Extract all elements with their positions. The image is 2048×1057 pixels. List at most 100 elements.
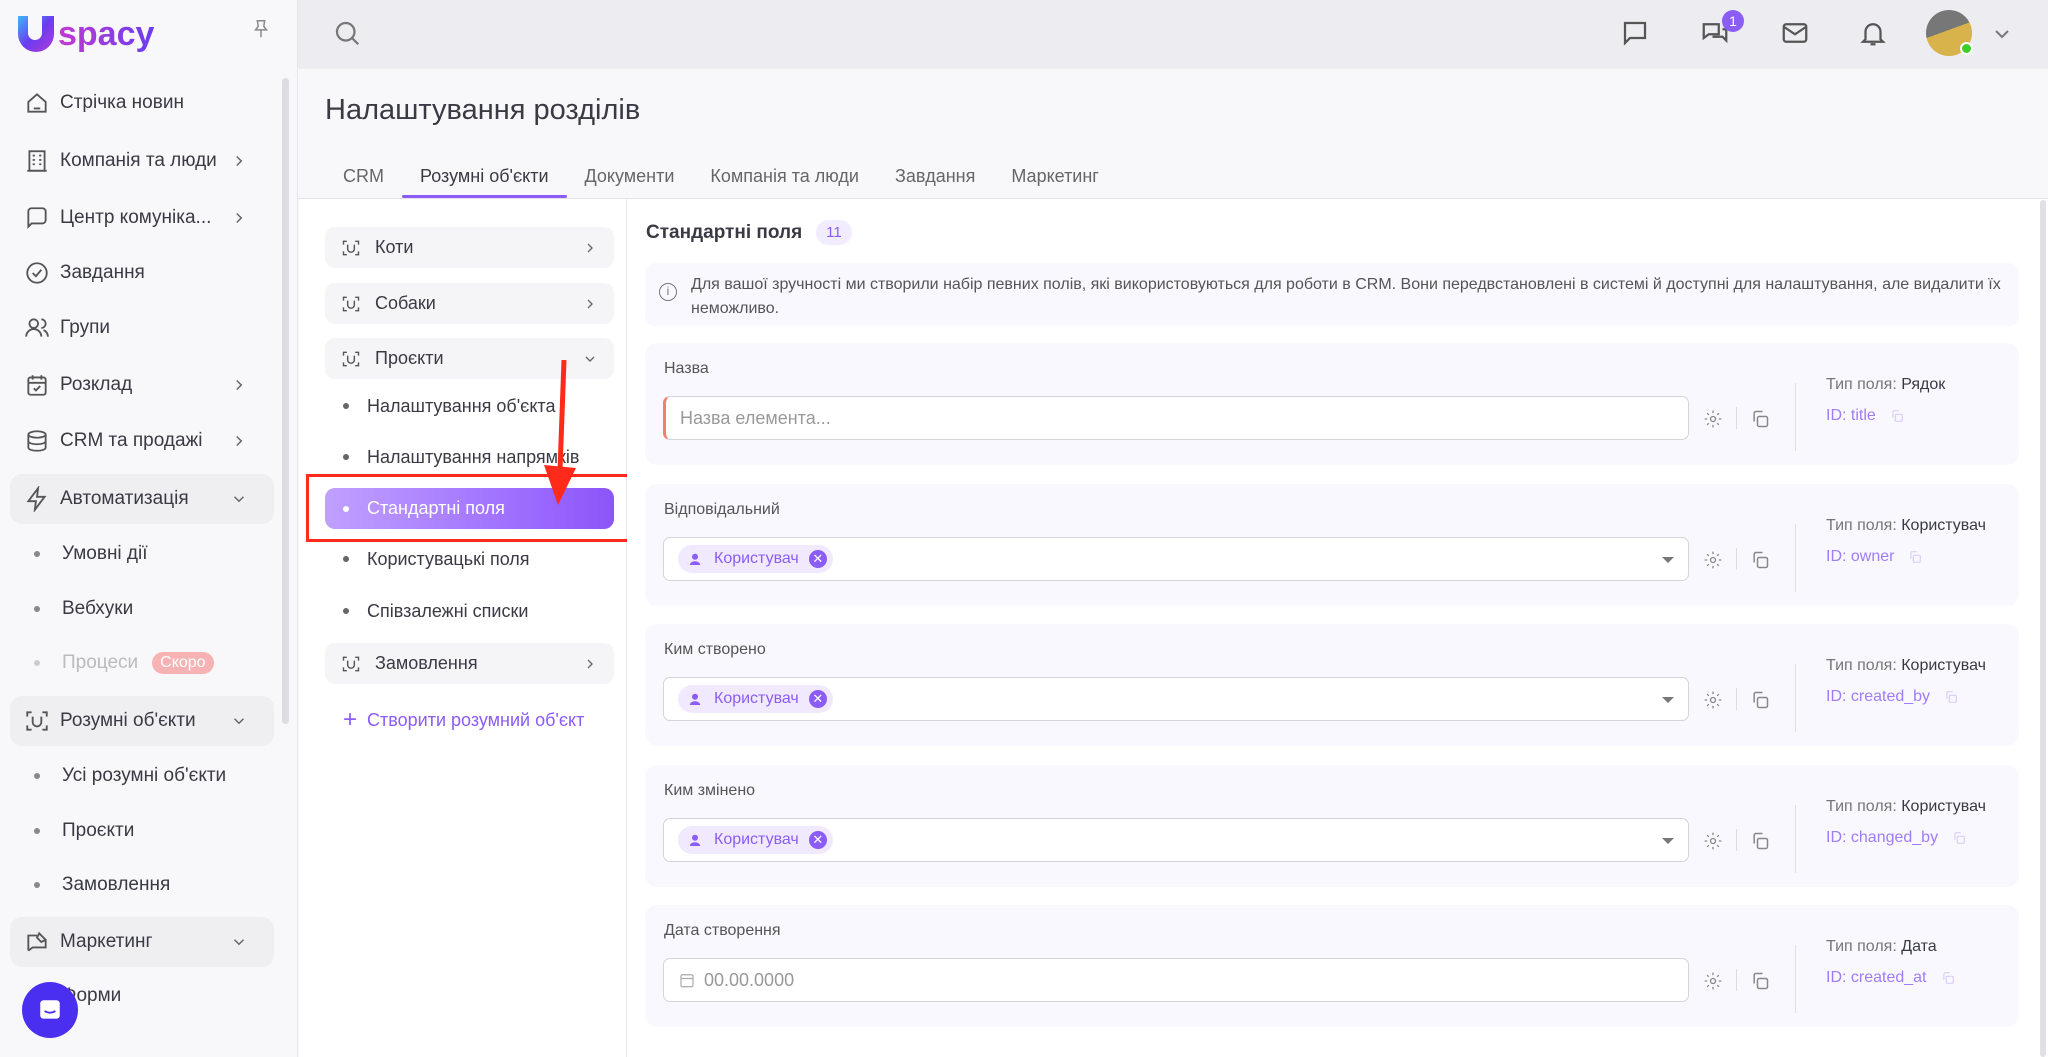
smart-object-icon [342,656,360,671]
chevron-down-icon[interactable] [582,351,598,367]
field-id: ID: created_at [1826,969,1955,987]
field-input[interactable]: 00.00.0000 [663,958,1689,1002]
chevron-right-icon[interactable] [230,432,248,450]
soon-badge: Скоро [152,652,214,674]
copy-id-icon[interactable] [1908,550,1922,564]
field-input[interactable]: Користувач ✕ [663,677,1689,721]
sidebar-item[interactable]: Групи [10,303,274,353]
divider [1795,664,1796,732]
duplicate-icon[interactable] [1750,409,1770,429]
sidebar-item[interactable]: Маркетинг [10,917,274,967]
search-icon[interactable] [332,18,362,48]
smart-object-item[interactable]: Замовлення [325,643,614,684]
chevron-right-icon[interactable] [230,152,248,170]
chevron-right-icon[interactable] [230,209,248,227]
tab[interactable]: Документи [584,166,675,186]
smart-object-icon [342,240,360,255]
duplicate-icon[interactable] [1750,690,1770,710]
sidebar-item[interactable]: CRM та продажі [10,416,274,466]
sidebar-item[interactable]: Стрічка новин [10,78,274,128]
gear-icon[interactable] [1703,409,1723,429]
chevron-down-icon[interactable] [230,933,248,951]
field-card: Назва Назва елемента... Тип поля: Рядок … [645,343,2019,465]
sidebar: spacy Стрічка новин Компанія та люди Центр… [0,0,298,1057]
tab[interactable]: CRM [343,166,384,186]
copy-id-icon[interactable] [1952,831,1966,845]
support-chat-button[interactable] [22,982,78,1038]
dropdown-caret-icon[interactable] [1662,557,1674,563]
chevron-right-icon[interactable] [582,240,598,256]
smart-object-item[interactable]: Коти [325,227,614,268]
copy-id-icon[interactable] [1944,690,1958,704]
bell-icon[interactable] [1858,18,1888,48]
tab[interactable]: Компанія та люди [710,166,859,186]
sidebar-subitem[interactable]: Вебхуки [34,589,133,629]
duplicate-icon[interactable] [1750,831,1770,851]
remove-chip-icon[interactable]: ✕ [808,550,827,568]
divider [298,198,2048,199]
sidebar-scrollbar[interactable] [282,78,289,724]
chevron-right-icon[interactable] [582,656,598,672]
tab[interactable]: Маркетинг [1011,166,1099,186]
dropdown-caret-icon[interactable] [1662,697,1674,703]
comment-icon[interactable] [1620,18,1650,48]
duplicate-icon[interactable] [1750,971,1770,991]
copy-id-icon[interactable] [1941,971,1955,985]
sidebar-item[interactable]: Центр комуніка... [10,193,274,243]
info-icon: i [659,283,677,301]
field-label: Ким змінено [664,782,756,799]
sidebar-item[interactable]: Завдання [10,248,274,298]
dropdown-caret-icon[interactable] [1662,838,1674,844]
field-id: ID: owner [1826,548,1922,566]
sidebar-item[interactable]: Автоматизація [10,474,274,524]
smart-object-subitem[interactable]: Налаштування об'єкта [343,391,555,421]
page-title: Налаштування розділів [325,94,641,126]
communication-icon [27,207,47,229]
gear-icon[interactable] [1703,831,1723,851]
sidebar-subitem[interactable]: Замовлення [34,865,170,905]
sidebar-subitem[interactable]: Проєкти [34,811,134,851]
duplicate-icon[interactable] [1750,550,1770,570]
chevron-right-icon[interactable] [230,376,248,394]
gear-icon[interactable] [1703,690,1723,710]
field-input[interactable]: Назва елемента... [663,396,1689,440]
create-smart-object-button[interactable]: + Створити розумний об'єкт [343,706,585,733]
sidebar-subitem[interactable]: Умовні дії [34,534,148,574]
sidebar-subitem[interactable]: Усі розумні об'єкти [34,756,226,796]
sidebar-subitem[interactable]: Процеси Скоро [34,643,214,683]
field-type: Тип поля: Рядок [1826,376,1946,393]
chevron-down-icon[interactable] [230,490,248,508]
sidebar-subitem[interactable]: Форми [34,976,121,1016]
field-input[interactable]: Користувач ✕ [663,818,1689,862]
sidebar-item[interactable]: Компанія та люди [10,136,274,186]
field-input[interactable]: Користувач ✕ [663,537,1689,581]
mail-icon[interactable] [1780,18,1810,48]
logo[interactable]: spacy [18,14,154,54]
gear-icon[interactable] [1703,550,1723,570]
smart-object-icon [342,296,360,311]
field-type: Тип поля: Користувач [1826,657,1986,674]
section-title: Стандартні поля 11 [646,220,852,245]
smart-object-subitem[interactable]: Налаштування напрямків [343,442,579,472]
pin-icon[interactable] [250,18,272,40]
chevron-right-icon[interactable] [582,296,598,312]
field-id: ID: changed_by [1826,829,1966,847]
smart-object-subitem[interactable]: Користувацькі поля [343,544,530,574]
main-scrollbar[interactable] [2040,200,2046,1057]
remove-chip-icon[interactable]: ✕ [808,831,827,849]
gear-icon[interactable] [1703,971,1723,991]
tab[interactable]: Завдання [894,166,976,186]
smart-object-subitem[interactable]: Співзалежні списки [343,596,528,626]
tab[interactable]: Розумні об'єкти [402,158,567,198]
user-chip: Користувач ✕ [678,545,833,573]
remove-chip-icon[interactable]: ✕ [808,690,827,708]
sidebar-item[interactable]: Розумні об'єкти [10,696,274,746]
divider [1736,548,1737,570]
chevron-down-icon[interactable] [1990,22,2014,46]
active-subitem[interactable]: Стандартні поля [325,488,614,529]
smart-object-item[interactable]: Собаки [325,283,614,324]
sidebar-item[interactable]: Розклад [10,360,274,410]
field-type: Тип поля: Дата [1826,938,1937,955]
chevron-down-icon[interactable] [230,712,248,730]
copy-id-icon[interactable] [1890,409,1904,423]
